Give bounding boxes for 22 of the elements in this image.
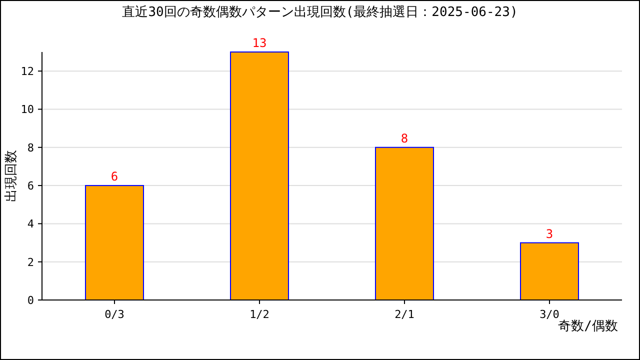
x-tick-label: 0/3 xyxy=(104,308,124,321)
y-tick-label: 8 xyxy=(27,141,34,154)
x-tick-label: 3/0 xyxy=(540,308,560,321)
y-tick-label: 2 xyxy=(27,256,34,269)
data-label: 3 xyxy=(546,226,554,241)
x-tick-label: 2/1 xyxy=(394,308,414,321)
y-axis-title: 出現回数 xyxy=(4,150,19,202)
x-axis-title: 奇数/偶数 xyxy=(558,319,618,334)
bar xyxy=(375,146,434,300)
y-tick-label: 6 xyxy=(27,180,34,193)
y-tick-label: 0 xyxy=(27,294,34,307)
bar xyxy=(230,52,289,300)
bar xyxy=(520,242,579,300)
y-tick-label: 10 xyxy=(20,103,34,116)
y-tick-label: 12 xyxy=(20,65,34,78)
data-label: 8 xyxy=(400,131,408,146)
x-tick-label: 1/2 xyxy=(250,308,270,321)
data-label: 6 xyxy=(110,170,118,184)
chart-title: 直近30回の奇数偶数パターン出現回数(最終抽選日：2025-06-23) xyxy=(122,5,518,20)
data-label: 13 xyxy=(252,36,267,50)
bar xyxy=(85,185,144,300)
y-tick-label: 4 xyxy=(27,218,34,231)
